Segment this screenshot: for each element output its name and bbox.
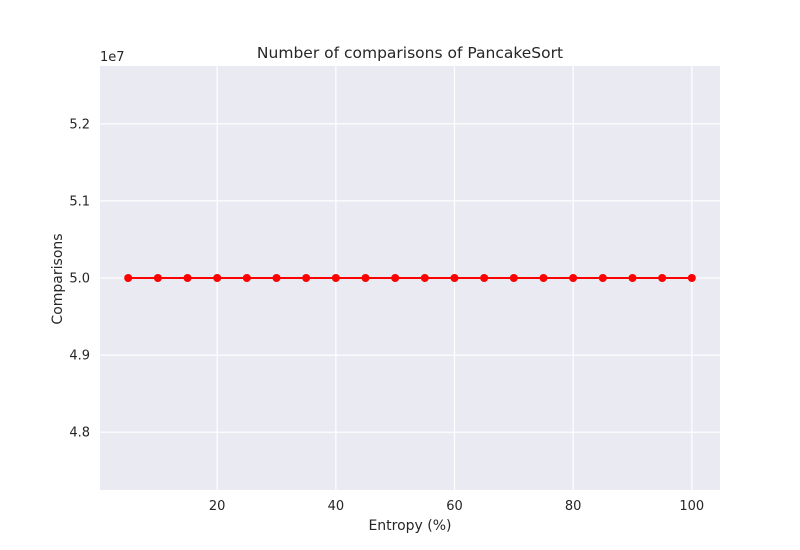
data-point bbox=[391, 274, 400, 282]
y-tick-label: 4.8 bbox=[69, 426, 90, 441]
data-point bbox=[628, 274, 637, 282]
data-point bbox=[598, 274, 607, 282]
data-point bbox=[183, 274, 192, 282]
data-point bbox=[242, 274, 251, 282]
data-point bbox=[153, 274, 162, 282]
x-tick-label: 80 bbox=[565, 499, 582, 514]
chart-title: Number of comparisons of PancakeSort bbox=[257, 44, 563, 62]
data-point bbox=[124, 274, 133, 282]
x-axis-label: Entropy (%) bbox=[368, 518, 451, 534]
data-point bbox=[213, 274, 222, 282]
series-layer bbox=[124, 274, 696, 282]
y-tick-label: 5.0 bbox=[69, 272, 90, 287]
y-tick-label: 5.2 bbox=[69, 117, 90, 132]
data-point bbox=[331, 274, 340, 282]
data-point bbox=[658, 274, 667, 282]
data-point bbox=[420, 274, 429, 282]
x-tick-label: 60 bbox=[446, 499, 463, 514]
x-tick-label: 40 bbox=[328, 499, 345, 514]
y-axis-label: Comparisons bbox=[50, 233, 66, 324]
y-tick-label: 5.1 bbox=[69, 194, 90, 209]
y-offset-label: 1e7 bbox=[100, 50, 125, 65]
data-point bbox=[509, 274, 518, 282]
data-point bbox=[272, 274, 281, 282]
data-point bbox=[302, 274, 311, 282]
y-tick-label: 4.9 bbox=[69, 349, 90, 364]
x-tick-label: 20 bbox=[209, 499, 226, 514]
data-point bbox=[450, 274, 459, 282]
data-point bbox=[480, 274, 489, 282]
data-point bbox=[539, 274, 548, 282]
y-tick-labels: 4.8 4.9 5.0 5.1 5.2 bbox=[69, 117, 90, 440]
data-point bbox=[569, 274, 578, 282]
data-point bbox=[687, 274, 696, 282]
x-tick-labels: 20 40 60 80 100 bbox=[209, 499, 704, 514]
data-point bbox=[361, 274, 370, 282]
x-tick-label: 100 bbox=[679, 499, 704, 514]
